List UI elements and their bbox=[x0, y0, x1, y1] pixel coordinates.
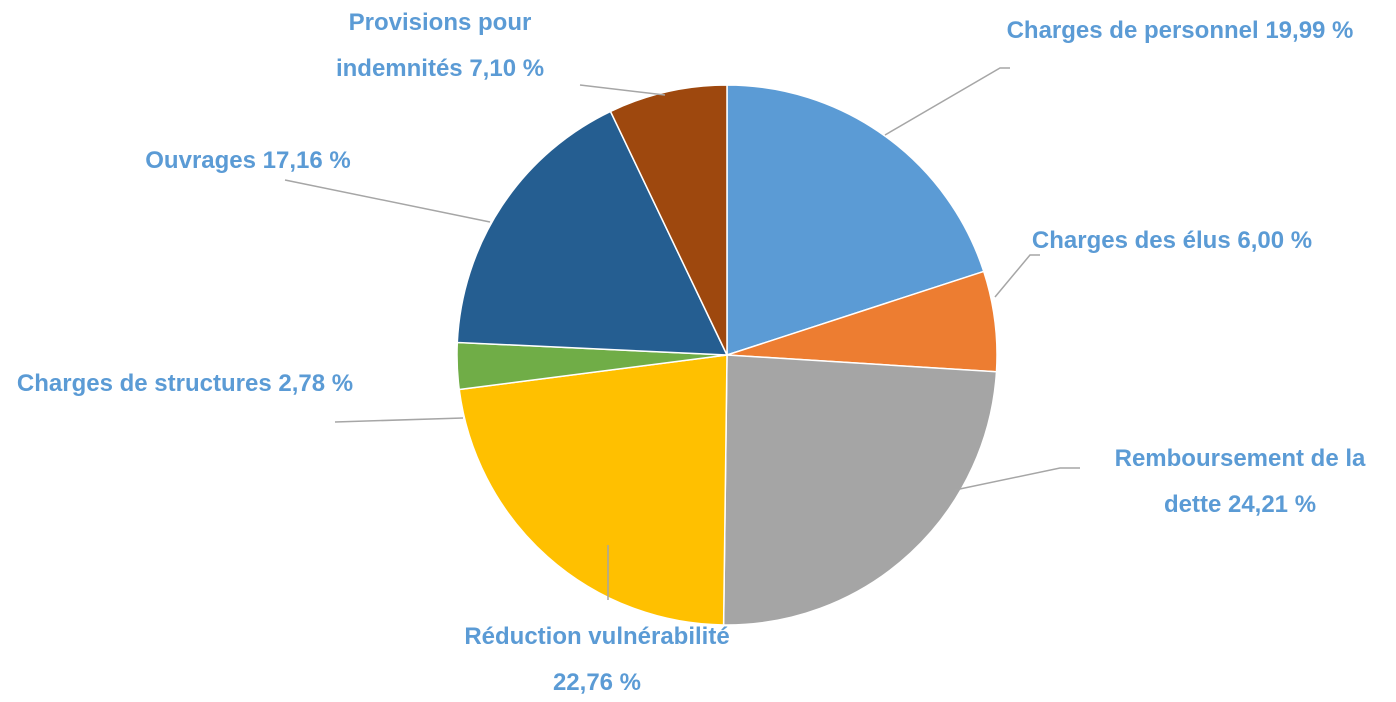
value-label: 2,78 % bbox=[278, 370, 354, 397]
pie-slice bbox=[458, 354, 728, 626]
slice-label: Charges des élus 6,00 % bbox=[1027, 218, 1317, 264]
slice-label: Charges de personnel 19,99 % bbox=[1005, 8, 1355, 54]
slice-label: Provisions pour indemnités 7,10 % bbox=[290, 0, 590, 92]
category-name: Charges de personnel bbox=[1006, 17, 1259, 44]
value-label: 6,00 % bbox=[1237, 227, 1313, 254]
slice-label: Remboursement de la dette 24,21 % bbox=[1088, 436, 1393, 528]
leader-line bbox=[579, 84, 666, 96]
category-name: Réduction vulnérabilité bbox=[464, 623, 730, 650]
pie-slice bbox=[456, 110, 729, 356]
leader-line bbox=[954, 467, 1080, 491]
pie-slice bbox=[722, 354, 998, 626]
category-name: Charges des élus bbox=[1031, 227, 1231, 254]
leader-line bbox=[334, 417, 464, 423]
value-label: 17,16 % bbox=[262, 147, 351, 174]
leader-line bbox=[884, 67, 1010, 136]
leader-line bbox=[284, 179, 491, 223]
category-name: Charges de structures bbox=[16, 370, 272, 397]
pie-slice bbox=[609, 84, 728, 356]
leader-line bbox=[994, 254, 1040, 298]
value-label: 19,99 % bbox=[1265, 17, 1354, 44]
category-name: Remboursement de la dette bbox=[1114, 445, 1366, 518]
slice-label: Réduction vulnérabilité 22,76 % bbox=[441, 614, 753, 702]
pie-slice bbox=[726, 84, 985, 357]
slice-label: Charges de structures 2,78 % bbox=[0, 361, 380, 407]
category-name: Ouvrages bbox=[145, 147, 256, 174]
category-name: Provisions pour indemnités bbox=[335, 9, 532, 82]
value-label: 7,10 % bbox=[469, 55, 545, 82]
slice-label: Ouvrages 17,16 % bbox=[143, 138, 353, 184]
value-label: 24,21 % bbox=[1227, 491, 1317, 518]
value-label: 22,76 % bbox=[552, 669, 642, 696]
